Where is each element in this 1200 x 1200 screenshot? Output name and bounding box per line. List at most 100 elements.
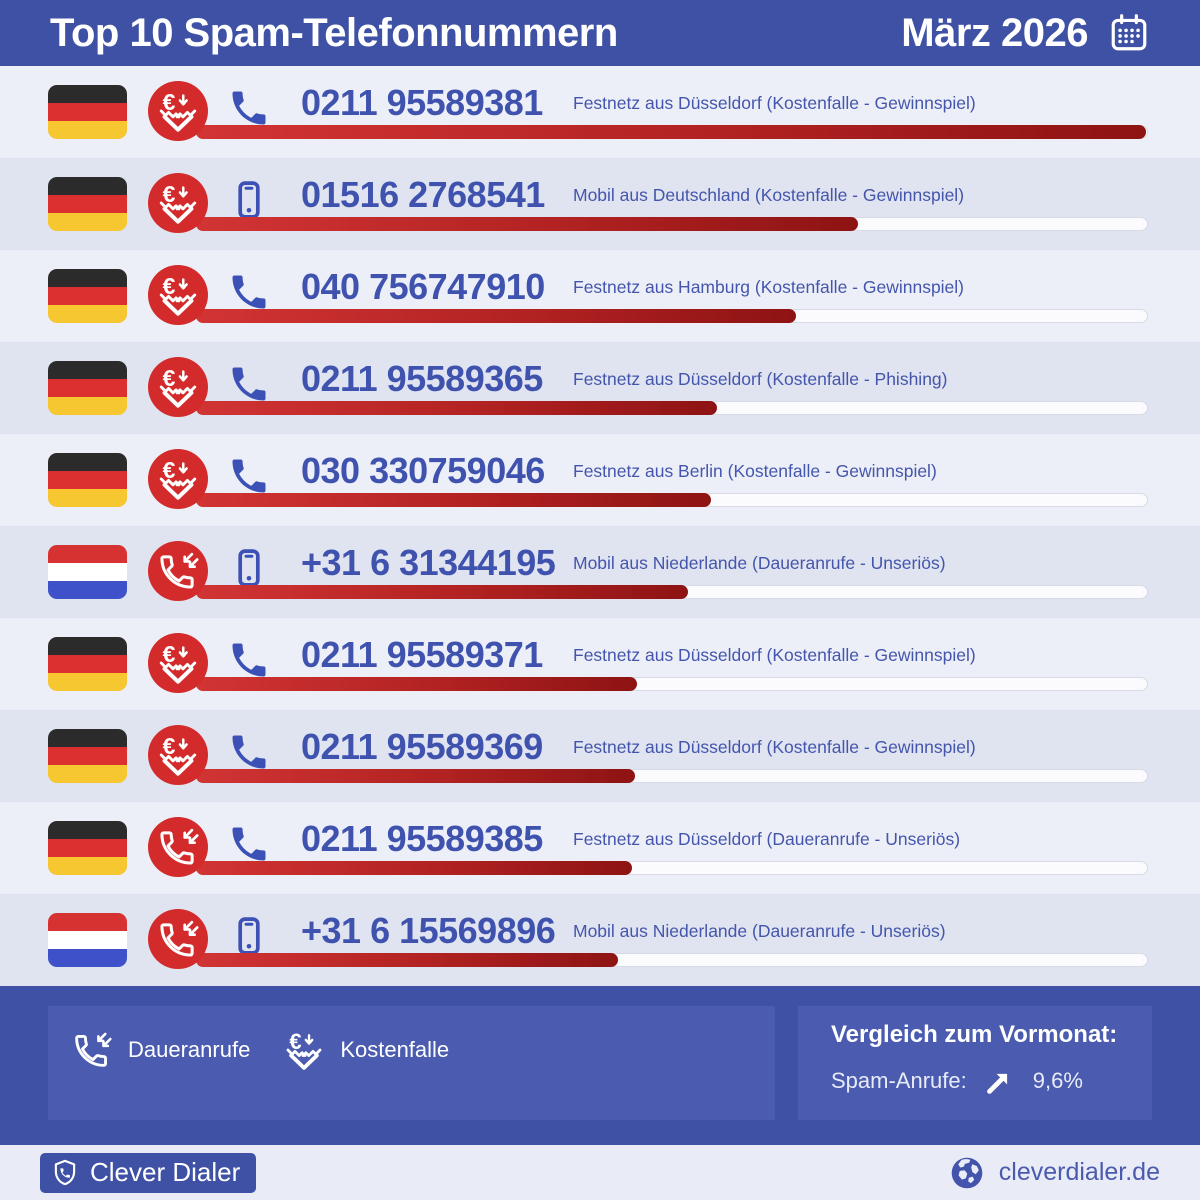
bar-fill bbox=[196, 217, 859, 231]
landline-phone-icon bbox=[232, 367, 266, 401]
bar-fill bbox=[196, 125, 1146, 139]
bar-fill bbox=[196, 585, 689, 599]
phone-description: Mobil aus Deutschland (Kostenfalle - Gew… bbox=[573, 184, 965, 205]
phone-number: 01516 2768541 bbox=[301, 174, 545, 215]
phone-type bbox=[224, 635, 274, 685]
svg-text:€: € bbox=[163, 733, 176, 759]
bar-track bbox=[196, 309, 1148, 323]
comparison-metric-label: Spam-Anrufe: bbox=[831, 1068, 967, 1093]
arrow-up-right-icon bbox=[986, 1073, 1007, 1094]
bar-track bbox=[196, 125, 1148, 139]
spam-type-badge: € bbox=[148, 449, 208, 509]
kostenfalle-icon: € bbox=[159, 181, 197, 224]
legend-item-daueranrufe: Daueranrufe bbox=[70, 1028, 250, 1072]
phone-type bbox=[224, 359, 274, 409]
comparison-panel: Vergleich zum Vormonat: Spam-Anrufe: 9,6… bbox=[798, 1006, 1152, 1120]
comparison-value: 9,6% bbox=[1032, 1068, 1083, 1093]
landline-phone-icon bbox=[232, 459, 266, 493]
country-flag bbox=[48, 545, 127, 599]
spam-row: € 0211 955893 bbox=[0, 802, 1200, 894]
phone-number: 0211 95589385 bbox=[301, 818, 543, 859]
mobile-phone-icon bbox=[238, 917, 260, 955]
kostenfalle-icon: € bbox=[286, 1029, 322, 1070]
spam-type-badge: € bbox=[148, 817, 208, 877]
daueranrufe-icon bbox=[160, 920, 199, 957]
phone-description: Festnetz aus Düsseldorf (Kostenfalle - G… bbox=[573, 736, 976, 757]
phone-number: 0211 95589369 bbox=[301, 726, 543, 767]
bar-track bbox=[196, 769, 1148, 783]
phone-number: 0211 95589381 bbox=[301, 82, 543, 123]
phone-type bbox=[224, 543, 274, 593]
spam-type-badge: € bbox=[148, 81, 208, 141]
spam-row: € 01516 27685 bbox=[0, 158, 1200, 250]
bar-fill bbox=[196, 401, 717, 415]
landline-phone-icon bbox=[232, 91, 266, 125]
phone-description: Festnetz aus Düsseldorf (Kostenfalle - G… bbox=[573, 644, 976, 665]
spam-type-badge: € bbox=[148, 357, 208, 417]
comparison-row: Spam-Anrufe: 9,6% bbox=[831, 1064, 1152, 1098]
legend: Daueranrufe € Kostenfalle bbox=[48, 1006, 775, 1120]
kostenfalle-icon: € bbox=[159, 365, 197, 408]
calendar-icon bbox=[1111, 14, 1147, 51]
country-flag bbox=[48, 729, 127, 783]
daueranrufe-icon bbox=[160, 828, 199, 865]
bar-track bbox=[196, 217, 1148, 231]
svg-text:€: € bbox=[290, 1029, 302, 1054]
phone-type bbox=[224, 727, 274, 777]
daueranrufe-icon bbox=[160, 552, 199, 589]
phone-number: 0211 95589365 bbox=[301, 358, 543, 399]
website-group: cleverdialer.de bbox=[949, 1155, 1160, 1191]
phone-number: +31 6 15569896 bbox=[301, 910, 556, 951]
phone-type bbox=[224, 911, 274, 961]
country-flag bbox=[48, 85, 127, 139]
country-flag bbox=[48, 637, 127, 691]
spam-type-badge: € bbox=[148, 909, 208, 969]
spam-type-badge: € bbox=[148, 541, 208, 601]
header-period-group: März 2026 bbox=[901, 11, 1150, 56]
landline-phone-icon bbox=[232, 735, 266, 769]
kostenfalle-icon: € bbox=[159, 89, 197, 132]
svg-text:€: € bbox=[163, 365, 176, 391]
legend-label: Kostenfalle bbox=[340, 1037, 450, 1062]
spam-type-badge: € bbox=[148, 633, 208, 693]
mobile-phone-icon bbox=[238, 549, 260, 587]
bar-fill bbox=[196, 953, 618, 967]
bar-track bbox=[196, 861, 1148, 875]
phone-number: +31 6 31344195 bbox=[301, 542, 556, 583]
phone-type bbox=[224, 819, 274, 869]
landline-phone-icon bbox=[232, 275, 266, 309]
landline-phone-icon bbox=[232, 643, 266, 677]
spam-row: € 040 7567479 bbox=[0, 250, 1200, 342]
phone-description: Festnetz aus Düsseldorf (Kostenfalle - G… bbox=[573, 92, 976, 113]
phone-description: Festnetz aus Hamburg (Kostenfalle - Gewi… bbox=[573, 276, 965, 297]
bar-fill bbox=[196, 769, 635, 783]
spam-row: € +31 6 31344 bbox=[0, 526, 1200, 618]
spam-row: € 0211 955893 bbox=[0, 66, 1200, 158]
bar-fill bbox=[196, 861, 633, 875]
spam-row: € 0211 955893 bbox=[0, 618, 1200, 710]
globe-icon bbox=[951, 1157, 983, 1188]
spam-list: € 0211 955893 bbox=[0, 66, 1200, 986]
country-flag bbox=[48, 361, 127, 415]
spam-row: € +31 6 15569 bbox=[0, 894, 1200, 986]
bar-track bbox=[196, 401, 1148, 415]
phone-description: Mobil aus Niederlande (Daueranrufe - Uns… bbox=[573, 552, 946, 573]
phone-type bbox=[224, 267, 274, 317]
phone-description: Festnetz aus Düsseldorf (Kostenfalle - P… bbox=[573, 368, 948, 389]
bar-track bbox=[196, 585, 1148, 599]
spam-type-badge: € bbox=[148, 265, 208, 325]
header-bar: Top 10 Spam-Telefonnummern März 2026 bbox=[0, 0, 1200, 66]
spam-row: € 0211 955893 bbox=[0, 710, 1200, 802]
daueranrufe-icon bbox=[75, 1032, 112, 1067]
footer-panel: Daueranrufe € Kostenfalle Vergleich zum … bbox=[0, 986, 1200, 1145]
kostenfalle-icon: € bbox=[159, 641, 197, 684]
phone-number: 030 330759046 bbox=[301, 450, 545, 491]
spam-type-badge: € bbox=[148, 173, 208, 233]
phone-type bbox=[224, 451, 274, 501]
svg-text:€: € bbox=[163, 641, 176, 667]
bar-track bbox=[196, 493, 1148, 507]
kostenfalle-icon: € bbox=[159, 733, 197, 776]
brand-logo: Clever Dialer bbox=[40, 1152, 257, 1193]
bar-track bbox=[196, 953, 1148, 967]
